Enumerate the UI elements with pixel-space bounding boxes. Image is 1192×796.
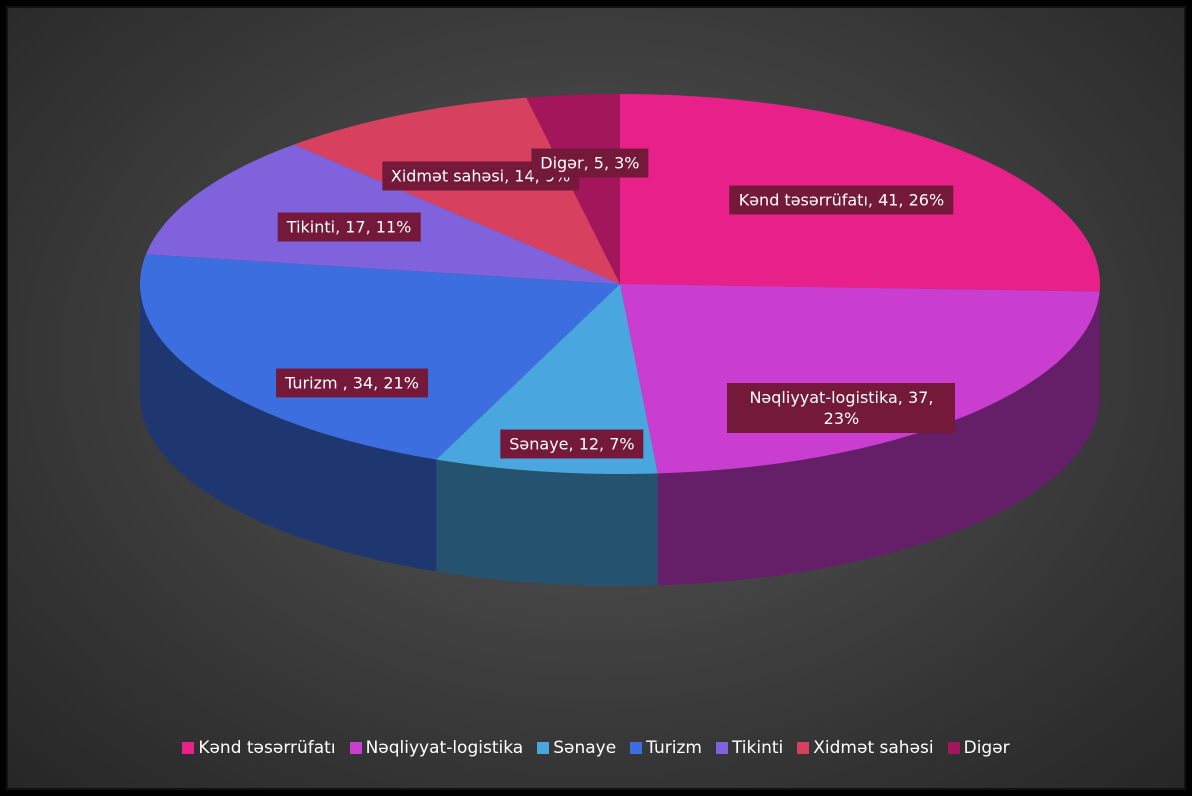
data-label: Nəqliyyat-logistika, 37, 23%	[727, 383, 956, 434]
slice	[140, 254, 620, 460]
slice	[294, 97, 620, 284]
legend-swatch	[630, 742, 643, 754]
legend-label: Nəqliyyat-logistika	[365, 738, 524, 758]
slice-side	[657, 291, 1100, 586]
chart-frame: Kənd təsərrüfatı Nəqliyyat-logistika Sənay…	[6, 6, 1186, 790]
legend-swatch	[537, 742, 550, 754]
legend-item: Tikinti	[715, 738, 784, 758]
data-label: Kənd təsərrüfatı, 41, 26%	[729, 185, 954, 215]
legend-swatch	[349, 742, 362, 754]
legend: Kənd təsərrüfatı Nəqliyyat-logistika Sənay…	[8, 738, 1184, 758]
legend-item: Turizm	[630, 738, 702, 758]
legend-item: Digər	[947, 738, 1010, 758]
legend-swatch	[797, 742, 810, 754]
legend-item: Nəqliyyat-logistika	[349, 738, 524, 758]
slice-side	[436, 459, 658, 586]
legend-label: Xidmət sahəsi	[813, 738, 934, 758]
slice-side	[140, 284, 437, 572]
data-label: Sənaye, 12, 7%	[500, 429, 644, 459]
legend-label: Tikinti	[731, 738, 784, 758]
legend-swatch	[715, 742, 728, 754]
legend-label: Turizm	[646, 738, 702, 758]
legend-item: Kənd təsərrüfatı	[182, 738, 336, 758]
data-label: Tikinti, 17, 11%	[277, 212, 421, 242]
legend-label: Digər	[963, 738, 1010, 758]
legend-swatch	[947, 742, 960, 754]
legend-item: Xidmət sahəsi	[797, 738, 934, 758]
data-label: Turizm , 34, 21%	[276, 368, 428, 398]
pie-chart	[140, 94, 1100, 586]
legend-label: Kənd təsərrüfatı	[198, 738, 336, 758]
legend-label: Sənaye	[553, 738, 617, 758]
legend-swatch	[182, 742, 195, 754]
slice	[436, 284, 658, 474]
data-label: Digər, 5, 3%	[531, 148, 649, 178]
legend-item: Sənaye	[537, 738, 616, 758]
